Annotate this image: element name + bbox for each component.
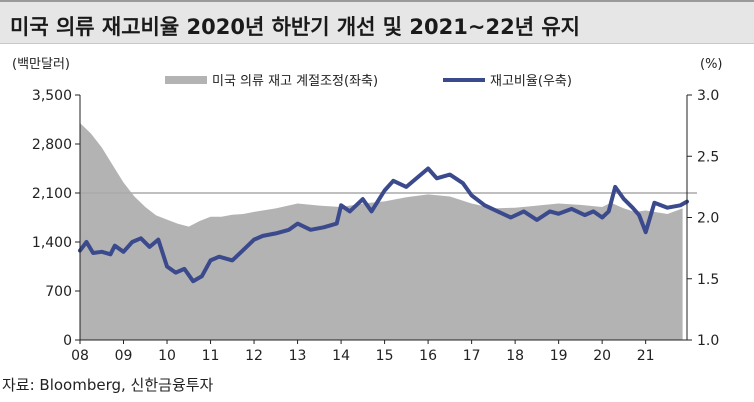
y-right-tick-label: 2.5 — [697, 149, 719, 165]
y-right-tick-label: 1.0 — [697, 333, 719, 349]
y-right-tick-label: 3.0 — [697, 88, 719, 104]
y-right-tick-label: 2.0 — [697, 211, 719, 227]
right-axis-unit: (%) — [700, 57, 723, 72]
x-tick-label: 10 — [158, 348, 176, 364]
x-tick-label: 16 — [419, 348, 437, 364]
y-left-tick-label: 1,400 — [32, 235, 72, 251]
y-right-tick-label: 1.5 — [697, 272, 719, 288]
x-tick-label: 12 — [245, 348, 263, 364]
legend: 미국 의류 재고 계절조정(좌축) 재고비율(우축) — [165, 74, 572, 89]
left-axis-unit: (백만달러) — [12, 57, 70, 72]
y-left-tick-label: 2,800 — [32, 137, 72, 153]
x-tick-label: 08 — [71, 348, 89, 364]
x-tick-label: 21 — [637, 348, 655, 364]
y-left-tick-label: 3,500 — [32, 88, 72, 104]
x-tick-label: 09 — [115, 348, 133, 364]
source-note: 자료: Bloomberg, 신한금융투자 — [2, 376, 214, 394]
x-tick-label: 18 — [506, 348, 524, 364]
series-line-ratio — [78, 166, 689, 284]
x-tick-label: 17 — [463, 348, 481, 364]
x-tick-label: 14 — [332, 348, 350, 364]
y-left-tick-label: 2,100 — [32, 186, 72, 202]
x-tick-label: 19 — [550, 348, 568, 364]
title-bar: 미국 의류 재고비율 2020년 하반기 개선 및 2021~22년 유지 — [0, 0, 754, 44]
x-tick-label: 15 — [376, 348, 394, 364]
x-tick-label: 11 — [202, 348, 220, 364]
y-left-tick-label: 700 — [45, 284, 72, 300]
chart: 미국 의류 재고 계절조정(좌축) 재고비율(우축) (백만달러) (%) 0 7… — [12, 57, 723, 364]
chart-title: 미국 의류 재고비율 2020년 하반기 개선 및 2021~22년 유지 — [10, 15, 580, 39]
y-left-tick-label: 0 — [63, 333, 72, 349]
x-tick-label: 13 — [289, 348, 307, 364]
legend-label-line: 재고비율(우축) — [490, 74, 572, 89]
series-area-inventory — [80, 123, 683, 340]
legend-label-area: 미국 의류 재고 계절조정(좌축) — [212, 74, 378, 89]
x-tick-label: 20 — [593, 348, 611, 364]
